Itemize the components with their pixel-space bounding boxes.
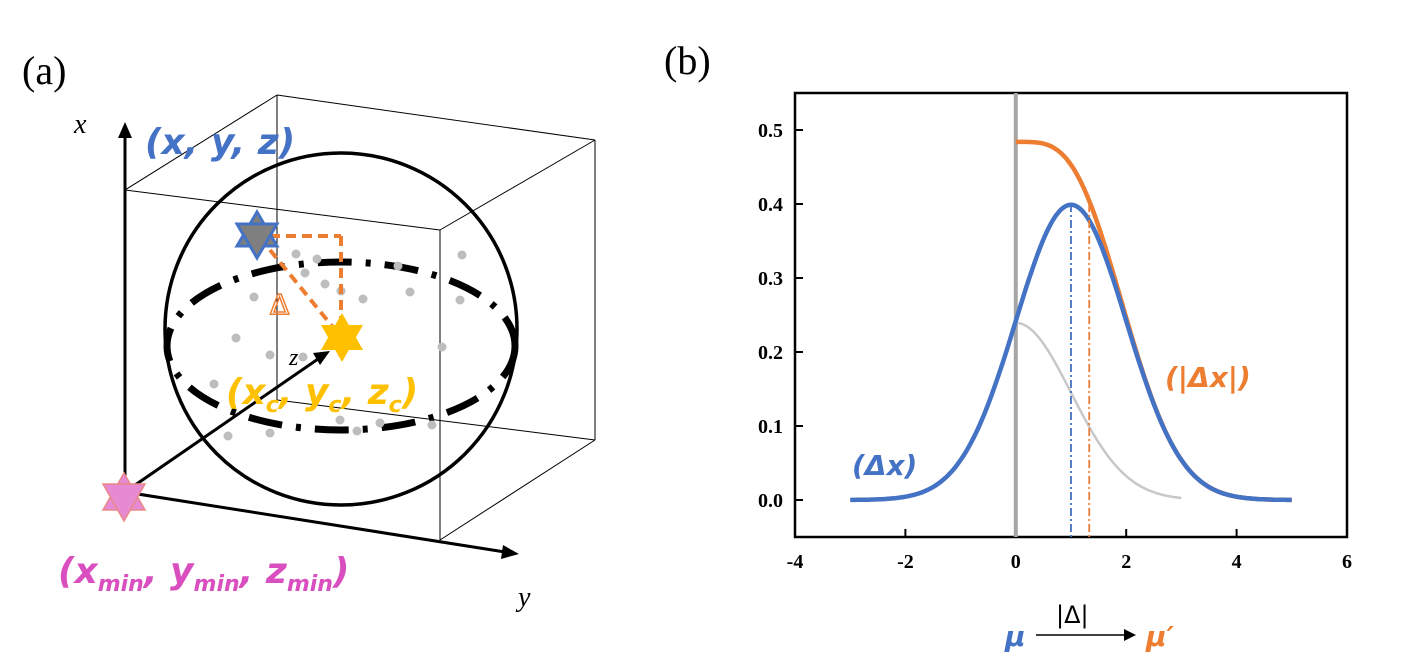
- mu-arrow-label: |Δ|: [1056, 601, 1089, 629]
- panel-b-label: (b): [664, 38, 711, 83]
- min-label: (xmin, ymin, zmin): [58, 551, 349, 597]
- y-tick-label: 0.1: [758, 416, 783, 438]
- sphere-outline: [163, 151, 519, 507]
- mu-label: μ: [1004, 620, 1026, 653]
- axis-x: [118, 122, 132, 490]
- x-tick-label: 4: [1232, 551, 1242, 573]
- panel-a-label: (a): [22, 48, 66, 93]
- y-tick-label: 0.5: [758, 120, 783, 142]
- z-vector-arrow: [124, 351, 330, 494]
- scatter-points: [209, 249, 467, 441]
- cube-wireframe: [124, 94, 596, 541]
- center-star: [321, 313, 363, 362]
- axis-z-label: z: [288, 345, 299, 371]
- x-tick-label: 6: [1342, 551, 1352, 573]
- y-tick-label: 0.4: [758, 194, 783, 216]
- min-star: [101, 471, 147, 523]
- x-tick-label: 0: [1011, 551, 1021, 573]
- mu-prime-label: μ′: [1145, 620, 1175, 653]
- mu-arrow: [1036, 629, 1136, 641]
- delta-construction: [268, 234, 343, 328]
- point-star: [234, 209, 280, 261]
- legend-orange: (|Δx|): [1165, 361, 1251, 394]
- point-label: (x, y, z): [145, 122, 295, 163]
- y-tick-label: 0.2: [758, 342, 783, 364]
- y-tick-label: 0.0: [758, 490, 783, 512]
- x-tick-label: 2: [1121, 551, 1131, 573]
- reference-curve: [1015, 321, 1182, 500]
- axis-y: [124, 490, 519, 559]
- axis-y-label: y: [515, 582, 531, 613]
- x-tick-label: -2: [897, 551, 914, 573]
- plot-area: -4 -2 0 2 4 6 0.0 0.1 0.2 0.3 0.4 0.5: [758, 93, 1352, 573]
- y-tick-label: 0.3: [758, 268, 783, 290]
- axis-x-label: x: [73, 109, 87, 140]
- center-label: (xc, yc, zc): [226, 372, 418, 418]
- series-orange-line: [1015, 139, 1292, 503]
- x-tick-label: -4: [787, 551, 804, 573]
- delta-label: Δ: [270, 288, 289, 321]
- legend-blue: (Δx): [852, 449, 917, 482]
